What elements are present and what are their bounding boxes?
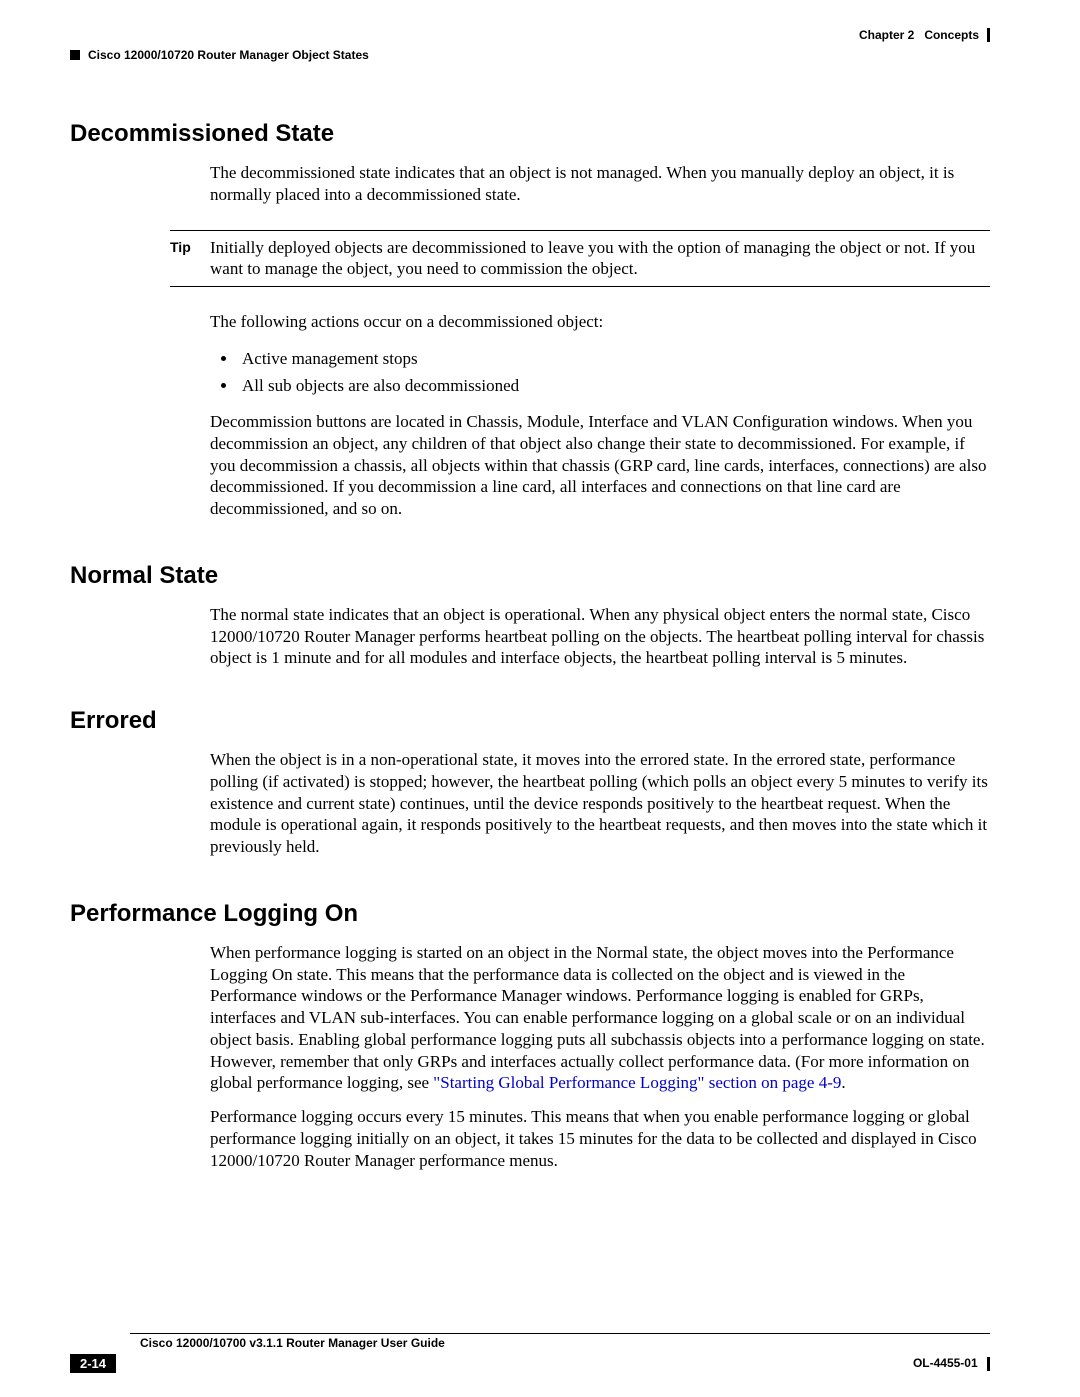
tip-text: Initially deployed objects are decommiss…	[210, 237, 990, 281]
running-header-right: Chapter 2 Concepts	[70, 28, 990, 42]
tip-block: Tip Initially deployed objects are decom…	[170, 230, 990, 288]
page-number: 2-14	[70, 1354, 116, 1373]
cross-reference-link[interactable]: "Starting Global Performance Logging" se…	[433, 1073, 841, 1092]
section-path: Cisco 12000/10720 Router Manager Object …	[88, 48, 369, 62]
footer-rule	[130, 1333, 990, 1334]
chapter-number: Chapter 2	[859, 28, 914, 42]
decommissioned-p3: Decommission buttons are located in Chas…	[210, 411, 990, 520]
decommissioned-p2: The following actions occur on a decommi…	[210, 311, 990, 333]
decommissioned-bullets: Active management stops All sub objects …	[210, 345, 990, 399]
page-footer: Cisco 12000/10700 v3.1.1 Router Manager …	[70, 1333, 990, 1373]
perf-p1: When performance logging is started on a…	[210, 942, 990, 1094]
heading-perf: Performance Logging On	[70, 900, 990, 928]
perf-p2: Performance logging occurs every 15 minu…	[210, 1106, 990, 1171]
list-item: All sub objects are also decommissioned	[238, 372, 990, 399]
decommissioned-p1: The decommissioned state indicates that …	[210, 162, 990, 206]
perf-p1-part2: .	[841, 1073, 845, 1092]
guide-title: Cisco 12000/10700 v3.1.1 Router Manager …	[140, 1336, 990, 1350]
header-square-icon	[70, 50, 80, 60]
doc-id: OL-4455-01	[913, 1356, 990, 1371]
tip-label: Tip	[170, 237, 210, 281]
list-item: Active management stops	[238, 345, 990, 372]
header-bar-icon	[987, 28, 990, 42]
doc-id-text: OL-4455-01	[913, 1356, 978, 1370]
footer-bar-icon	[987, 1357, 990, 1371]
errored-p1: When the object is in a non-operational …	[210, 749, 990, 858]
normal-p1: The normal state indicates that an objec…	[210, 604, 990, 669]
document-page: Chapter 2 Concepts Cisco 12000/10720 Rou…	[0, 0, 1080, 1397]
footer-bottom-row: 2-14 OL-4455-01	[70, 1354, 990, 1373]
heading-decommissioned: Decommissioned State	[70, 120, 990, 148]
heading-errored: Errored	[70, 707, 990, 735]
running-header-left: Cisco 12000/10720 Router Manager Object …	[70, 48, 990, 62]
perf-p1-part1: When performance logging is started on a…	[210, 943, 985, 1093]
chapter-title: Concepts	[924, 28, 979, 42]
heading-normal: Normal State	[70, 562, 990, 590]
